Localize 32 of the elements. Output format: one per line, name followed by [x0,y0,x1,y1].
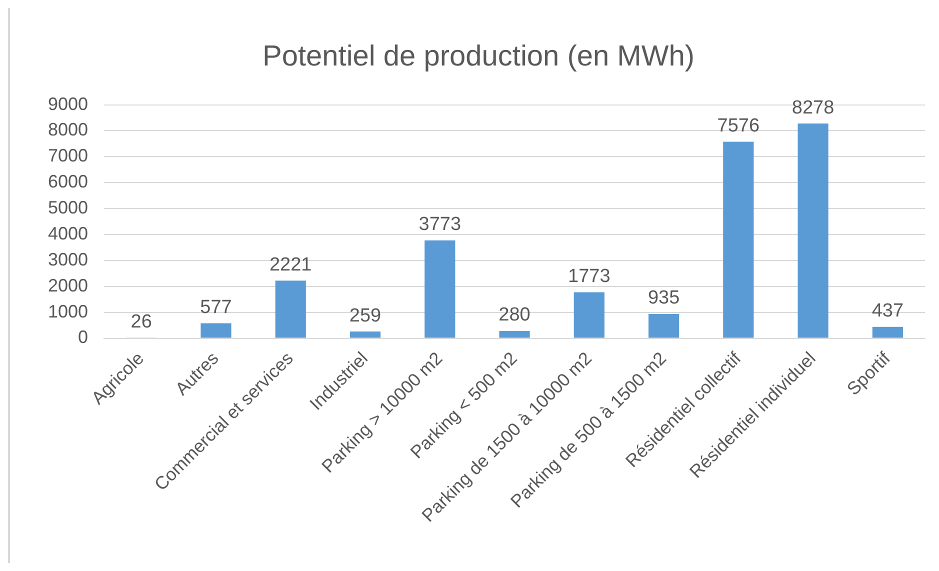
data-label: 259 [349,305,382,326]
bar [200,323,232,338]
y-tick-label: 4000 [48,223,88,244]
data-label: 7576 [717,115,760,136]
bar [648,314,680,338]
y-tick-label: 8000 [48,120,88,140]
y-tick-label: 6000 [48,172,88,192]
data-label: 3773 [418,214,462,236]
y-tick-label: 9000 [48,94,88,114]
data-label: 1773 [568,266,610,288]
data-label: 26 [130,311,152,332]
bar [350,332,381,338]
y-tick-label: 3000 [48,249,88,270]
chart-title: Potentiel de production (en MWh) [262,40,694,72]
data-label: 2221 [269,254,312,276]
y-tick-label: 2000 [48,275,88,296]
data-label: 577 [200,297,232,318]
bar [275,280,306,338]
data-label: 437 [872,300,904,322]
data-label: 935 [648,288,680,309]
bar [424,240,456,338]
bar [798,124,828,338]
bar [499,331,530,338]
y-tick-label: 1000 [48,301,88,322]
bar [723,142,754,338]
bar [872,326,903,338]
data-label: 8278 [792,97,834,118]
y-tick-label: 0 [78,327,88,348]
y-tick-label: 7000 [48,146,88,166]
bar [574,292,604,338]
data-label: 280 [498,304,530,326]
y-tick-label: 5000 [48,198,88,218]
